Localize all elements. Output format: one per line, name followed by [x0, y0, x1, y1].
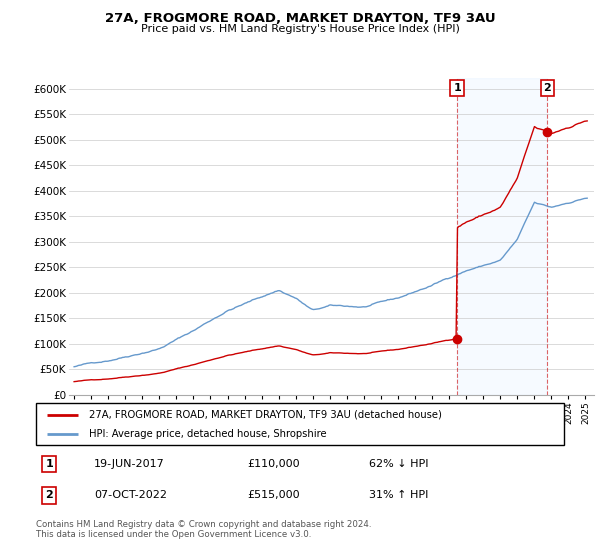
Text: 27A, FROGMORE ROAD, MARKET DRAYTON, TF9 3AU: 27A, FROGMORE ROAD, MARKET DRAYTON, TF9 … — [104, 12, 496, 25]
Text: 2: 2 — [544, 83, 551, 93]
Text: 07-OCT-2022: 07-OCT-2022 — [94, 491, 167, 501]
Text: 19-JUN-2017: 19-JUN-2017 — [94, 459, 165, 469]
Text: 31% ↑ HPI: 31% ↑ HPI — [368, 491, 428, 501]
Text: 1: 1 — [46, 459, 53, 469]
Text: Contains HM Land Registry data © Crown copyright and database right 2024.
This d: Contains HM Land Registry data © Crown c… — [36, 520, 371, 539]
Text: 1: 1 — [453, 83, 461, 93]
FancyBboxPatch shape — [36, 403, 564, 445]
Text: 27A, FROGMORE ROAD, MARKET DRAYTON, TF9 3AU (detached house): 27A, FROGMORE ROAD, MARKET DRAYTON, TF9 … — [89, 409, 442, 419]
Text: £110,000: £110,000 — [247, 459, 300, 469]
Bar — [457, 78, 547, 395]
Text: 2: 2 — [46, 491, 53, 501]
Text: HPI: Average price, detached house, Shropshire: HPI: Average price, detached house, Shro… — [89, 429, 326, 439]
Text: Price paid vs. HM Land Registry's House Price Index (HPI): Price paid vs. HM Land Registry's House … — [140, 24, 460, 34]
Text: 62% ↓ HPI: 62% ↓ HPI — [368, 459, 428, 469]
Text: £515,000: £515,000 — [247, 491, 300, 501]
